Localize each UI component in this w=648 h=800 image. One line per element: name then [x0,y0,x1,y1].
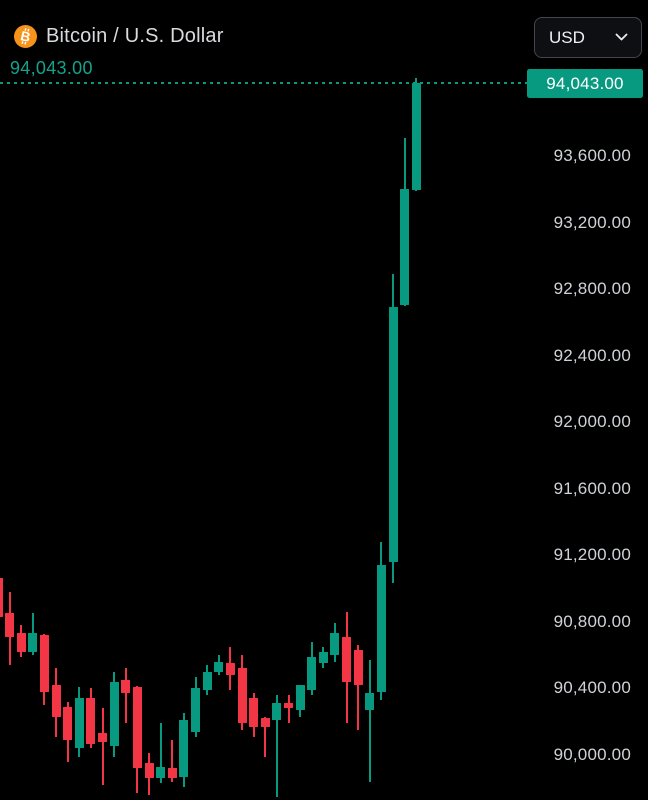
last-price-badge: 94,043.00 [527,69,643,98]
price-scale-axis[interactable]: 94,043.00 93,600.00 93,200.00 92,800.00 92,… [518,0,648,800]
symbol-title: Bitcoin / U.S. Dollar [46,25,224,47]
candle [249,697,259,727]
candle [98,733,108,742]
candle [330,632,340,656]
candle [272,702,282,721]
candle [39,635,49,692]
symbol-title-row: B Bitcoin / U.S. Dollar [14,25,224,48]
price-tick-label: 90,000.00 [553,744,631,764]
candle [353,650,363,686]
currency-dropdown[interactable]: USD [534,17,642,58]
candle [0,577,3,617]
price-tick-label: 91,600.00 [553,478,631,498]
candle [86,697,96,745]
candle [191,687,201,732]
candle [121,680,131,694]
price-tick-label: 92,800.00 [553,279,631,299]
candle [411,82,421,190]
candle [307,656,317,691]
candle-wick [171,739,174,782]
last-price-floating-label: 94,043.00 [10,57,93,78]
candle [365,692,375,711]
price-tick-label: 92,000.00 [553,412,631,432]
svg-text:B: B [19,28,32,45]
candle-wick [159,723,162,784]
price-tick-label: 91,200.00 [553,545,631,565]
candle-wick [124,667,127,724]
chevron-down-icon [615,33,628,41]
candle-wick [368,660,371,782]
candle [388,306,398,563]
candle-wick [287,695,290,724]
candle [63,706,73,740]
candle [400,189,410,305]
price-tick-label: 90,800.00 [553,611,631,631]
candle [260,717,270,727]
candle [74,697,84,749]
candle [202,671,212,691]
candle [214,661,224,672]
last-price-line [0,81,527,84]
candle-wick [357,645,360,730]
price-tick-label: 93,600.00 [553,146,631,166]
candle [132,686,142,769]
candle [28,632,38,652]
candle [225,662,235,676]
price-tick-label: 90,400.00 [553,678,631,698]
candle [156,766,166,779]
candle-wick [101,707,104,785]
candle [5,612,15,637]
candle [284,702,293,708]
candle [144,763,154,779]
bitcoin-icon: B [14,25,37,48]
price-tick-label: 93,200.00 [553,212,631,232]
candle [179,720,189,777]
candle [16,632,26,652]
candle-wick [275,695,278,797]
candle-wick [264,716,267,757]
price-tick-label: 92,400.00 [553,345,631,365]
candle [51,685,61,717]
candle [376,564,386,692]
candle [342,636,352,682]
candle [109,681,119,746]
chart-header: B Bitcoin / U.S. Dollar USD [0,0,648,60]
candle [318,651,328,663]
candle [237,667,247,724]
candle [167,768,177,779]
candle [295,685,305,711]
currency-dropdown-value: USD [549,27,585,47]
